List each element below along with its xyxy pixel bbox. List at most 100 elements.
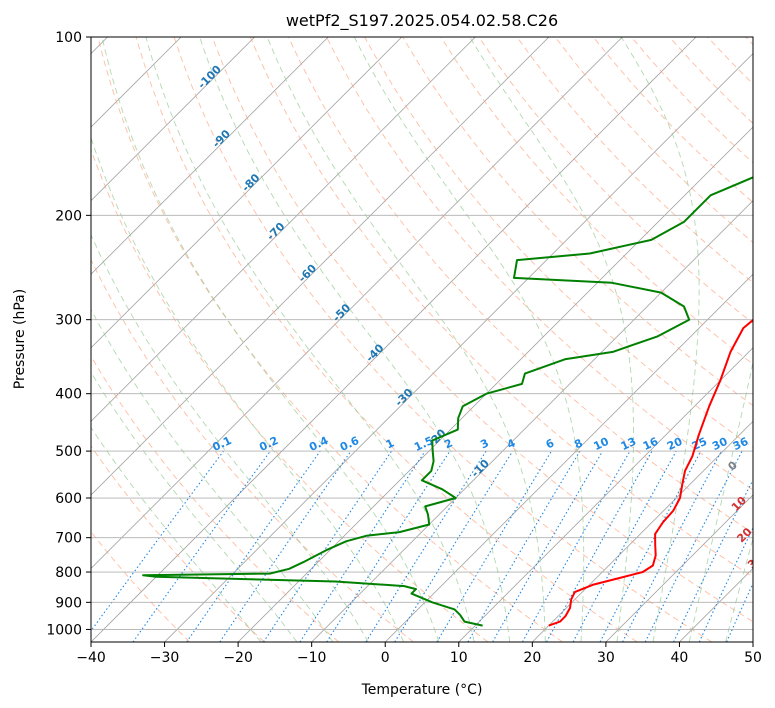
isotherm-line [532, 420, 753, 642]
moist-adiabat [266, 37, 546, 642]
y-tick-label: 800 [55, 565, 82, 581]
moist-adiabat [688, 360, 753, 642]
isotherm-label: -90 [210, 127, 233, 150]
moist-adiabat [91, 136, 405, 642]
mixing-ratio-line [698, 526, 753, 642]
pressure-grid [91, 37, 753, 630]
isotherm-line [91, 37, 697, 642]
moist-adiabat [353, 37, 585, 642]
y-tick-label: 600 [55, 491, 82, 507]
isotherm-label: -70 [264, 220, 287, 243]
x-tick-label: 30 [597, 650, 615, 666]
mixing-ratio-line [599, 450, 702, 642]
moist-adiabat [91, 426, 262, 642]
mixing-ratio-line [522, 450, 631, 642]
mixing-ratio-label: 13 [619, 435, 638, 453]
mixing-ratio-line [326, 450, 451, 642]
isotherm-line [91, 37, 329, 275]
x-tick-label: 20 [523, 650, 541, 666]
chart-title: wetPf2_S197.2025.054.02.58.C26 [286, 11, 558, 31]
dry-adiabat [211, 37, 753, 623]
line-labels: -100-90-80-70-60-50-40-30-20-100.1 0.2 0.4… [195, 63, 775, 601]
theta-label: 40 [759, 581, 775, 601]
temperature-profile [548, 318, 753, 627]
mixing-ratio-line [572, 450, 677, 642]
mixing-ratio-line [219, 450, 352, 642]
isotherm-line [311, 200, 753, 642]
mixing-ratio-line [263, 450, 392, 642]
dry-adiabat [97, 37, 563, 642]
y-axis: 100 200 300 400 500 600 700 800 900 1000 [46, 30, 91, 638]
x-tick-label: 10 [450, 650, 468, 666]
mixing-ratio-line [299, 450, 426, 642]
dry-adiabat [669, 37, 753, 125]
mixing-ratio-line [644, 450, 743, 642]
mixing-ratio-label: 3 [478, 436, 490, 451]
moist-adiabat [469, 37, 634, 642]
dry-adiabat [135, 37, 638, 642]
dry-adiabat [173, 37, 713, 642]
moist-adiabat [145, 37, 475, 642]
moist-adiabat [101, 37, 440, 642]
theta-label: 20 [734, 525, 754, 545]
mixing-ratio-label: 20 [665, 435, 685, 453]
dry-adiabat [91, 148, 489, 642]
mixing-ratio-line [132, 450, 271, 642]
mixing-ratio-line [186, 450, 321, 642]
isotherm-label: -30 [392, 386, 415, 409]
mixing-ratio-label: 36 [731, 435, 751, 453]
moist-adiabat [91, 308, 334, 642]
isotherm-line [164, 52, 753, 642]
isotherm-line [91, 37, 623, 570]
isotherm-line [91, 37, 476, 422]
isotherm-line [91, 37, 255, 202]
mixing-ratio-line [394, 450, 514, 642]
x-tick-label: 40 [671, 650, 689, 666]
mixing-ratio-label: 30 [710, 435, 730, 453]
x-axis-label: Temperature (°C) [361, 682, 483, 698]
theta-label: 10 [729, 494, 749, 514]
mixing-ratio-line [673, 478, 753, 642]
y-axis-label: Pressure (hPa) [12, 289, 28, 389]
isotherm-line [91, 37, 403, 349]
mixing-ratio-label: 4 [505, 436, 518, 451]
mixing-ratio-label: 16 [641, 435, 661, 453]
dry-adiabat [249, 37, 753, 578]
dry-adiabat [91, 531, 191, 642]
x-tick-label: −30 [150, 650, 180, 666]
y-tick-label: 100 [55, 30, 82, 46]
dry-adiabat [440, 37, 753, 365]
x-tick-label: −10 [297, 650, 327, 666]
dry-adiabat [91, 258, 414, 642]
isotherm-label: -80 [239, 171, 262, 194]
dry-adiabat [91, 355, 340, 642]
moist-adiabat [199, 37, 511, 642]
background-lines [91, 37, 753, 642]
y-tick-label: 200 [55, 208, 82, 224]
mixing-ratio-label: 10 [592, 435, 612, 453]
isotherm-line [752, 641, 753, 642]
isotherm-line [605, 494, 753, 642]
isotherm-label: -100 [195, 63, 224, 92]
isotherm-line [384, 273, 753, 642]
profiles [142, 176, 753, 627]
mixing-ratio-label: 2 [442, 436, 454, 451]
dewpoint-profile [142, 176, 753, 627]
isotherm-line [458, 347, 753, 642]
isotherm-line [679, 567, 753, 642]
x-tick-label: −20 [223, 650, 253, 666]
moist-adiabat [725, 537, 753, 642]
y-tick-label: 300 [55, 313, 82, 329]
isotherm-line [237, 126, 753, 642]
isotherm-label: -60 [296, 262, 319, 285]
theta-label: 30 [745, 551, 765, 571]
isotherm-label: -50 [330, 301, 353, 324]
mixing-ratio-line [726, 582, 753, 642]
dry-adiabat [287, 37, 753, 534]
x-tick-label: −40 [76, 650, 106, 666]
isotherm-label: -40 [363, 341, 386, 364]
moist-adiabat [620, 37, 700, 642]
plot-frame [90, 36, 754, 643]
x-tick-label: 0 [381, 650, 390, 666]
